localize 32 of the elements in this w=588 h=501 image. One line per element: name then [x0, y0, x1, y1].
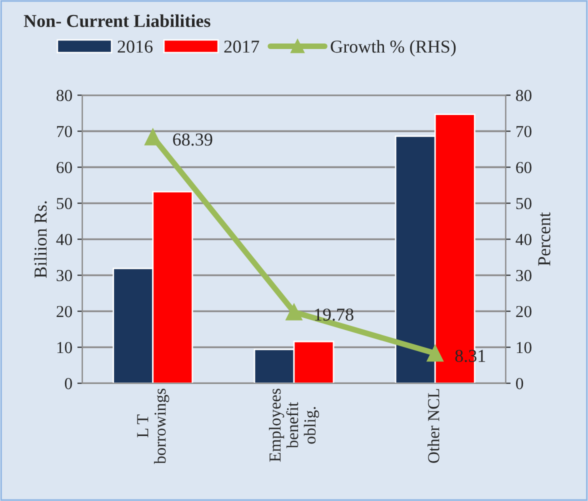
- data-label: 68.39: [173, 134, 212, 146]
- legend-label: Growth % (RHS): [330, 40, 456, 56]
- y-tick-label: 0: [64, 378, 72, 390]
- y-tick-label: 80: [56, 90, 72, 102]
- y2-tick-label: 50: [516, 198, 532, 210]
- y2-axis-title: Percent: [538, 212, 550, 266]
- legend-label: 2017: [224, 40, 260, 53]
- y2-tick-label: 60: [516, 162, 532, 174]
- y2-tick-label: 10: [516, 342, 532, 354]
- y2-tick-label: 0: [516, 378, 524, 390]
- x-tick-label: Other NCL: [428, 389, 440, 463]
- y-tick-label: 10: [57, 342, 72, 354]
- y2-tick-label: 30: [516, 270, 532, 282]
- y2-tick-label: 40: [516, 234, 532, 246]
- y-tick-label: 60: [56, 162, 72, 174]
- y2-tick-label: 80: [516, 90, 532, 102]
- y-tick-label: 50: [56, 198, 72, 210]
- point: [426, 345, 444, 362]
- legend-label: 2016: [118, 40, 153, 53]
- x-tick-label: L T borrowings: [137, 388, 170, 464]
- y2-tick-label: 20: [516, 306, 532, 318]
- y-tick-label: 20: [56, 306, 72, 318]
- y-tick-label: 40: [56, 234, 72, 246]
- point: [144, 128, 162, 146]
- y2-tick-label: 70: [516, 126, 532, 138]
- y-axis-title: Biliion Rs.: [34, 201, 47, 278]
- y-tick-label: 70: [57, 126, 72, 138]
- y-tick-label: 30: [56, 270, 72, 282]
- x-tick-label: Employees benefit oblig.: [268, 388, 320, 462]
- point: [286, 304, 302, 320]
- chart-title: Non- Current Liabilities: [24, 14, 210, 28]
- data-label: 19.78: [315, 308, 354, 321]
